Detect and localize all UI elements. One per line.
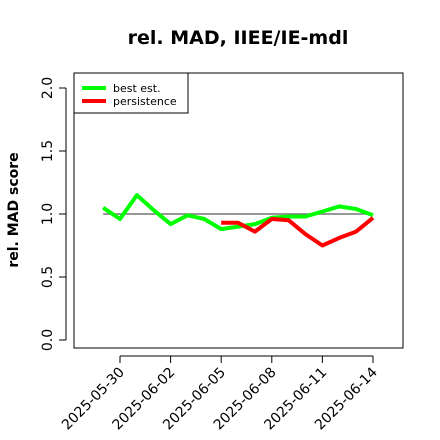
- y-tick-label: 1.0: [40, 203, 56, 225]
- y-axis-label: rel. MAD score: [6, 152, 22, 267]
- legend: best est. persistence: [73, 72, 189, 114]
- plot-frame: [73, 72, 404, 349]
- legend-box: [73, 72, 189, 114]
- y-tick-label: 2.0: [40, 77, 56, 99]
- x-axis: 2025-05-302025-06-022025-06-052025-06-08…: [59, 355, 381, 433]
- series-persistence-line: [221, 216, 375, 248]
- legend-label-persistence: persistence: [113, 95, 177, 108]
- y-axis: 0.0 0.5 1.0 1.5 2.0: [40, 77, 67, 351]
- series-layer: [101, 193, 375, 248]
- y-tick-label: 1.5: [40, 140, 56, 162]
- y-tick-label: 0.0: [40, 329, 56, 351]
- y-tick-label: 0.5: [40, 266, 56, 288]
- series-best-est-line: [101, 193, 374, 232]
- chart-title: rel. MAD, IIEE/IE-mdl: [128, 27, 349, 49]
- legend-label-best-est: best est.: [113, 82, 161, 95]
